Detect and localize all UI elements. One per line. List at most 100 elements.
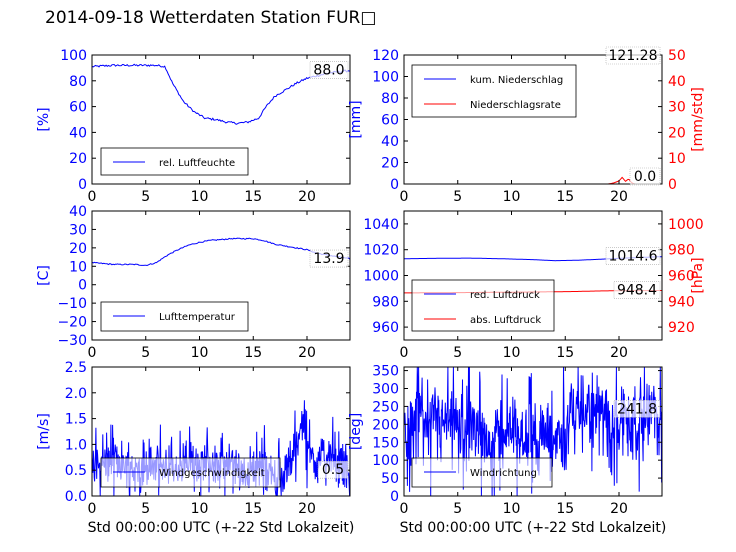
y-axis-label: [C] bbox=[36, 265, 52, 286]
legend-label: kum. Niederschlag bbox=[470, 75, 563, 86]
y2-axis-label: [mm/std] bbox=[690, 87, 706, 152]
y-tick-label: 100 bbox=[372, 453, 399, 469]
legend: Lufttemperatur bbox=[100, 301, 249, 332]
y-tick-label: 960 bbox=[372, 320, 399, 336]
series-line-windspeed-0 bbox=[92, 400, 350, 496]
legend: red. Luftdruck abs. Luftdruck bbox=[411, 279, 555, 332]
plot-frame bbox=[403, 366, 663, 497]
legend-label: abs. Luftdruck bbox=[470, 315, 541, 326]
x-axis-label: Std 00:00:00 UTC (+-22 Std Lokalzeit) bbox=[88, 520, 355, 536]
x-tick-label: 15 bbox=[556, 501, 574, 517]
x-tick-label: 10 bbox=[503, 501, 521, 517]
x-tick-label: 0 bbox=[400, 501, 409, 517]
y-tick-label: −30 bbox=[57, 333, 87, 349]
x-tick-label: 15 bbox=[556, 189, 574, 205]
y-tick-label: 1020 bbox=[363, 243, 399, 259]
plot-frame bbox=[91, 366, 351, 497]
y-tick-label: −20 bbox=[57, 315, 87, 331]
current-value-label: 0.5 bbox=[322, 462, 344, 478]
x-tick-label: 10 bbox=[503, 189, 521, 205]
x-tick-label: 10 bbox=[191, 189, 209, 205]
x-tick-label: 20 bbox=[298, 189, 316, 205]
panel-precip: 0 5 10 15 20 0 20 40 60 80 100 120 0 10 20 30 40 50 [mm] [m… bbox=[348, 46, 706, 205]
x-tick-label: 15 bbox=[244, 189, 262, 205]
y-tick-label: 2.0 bbox=[65, 386, 87, 402]
y-tick-label: 150 bbox=[372, 435, 399, 451]
x-tick-label: 15 bbox=[244, 501, 262, 517]
x-tick-label: 20 bbox=[298, 501, 316, 517]
y-tick-label: 100 bbox=[372, 70, 399, 86]
x-tick-label: 5 bbox=[453, 501, 462, 517]
y-tick-label: 100 bbox=[60, 48, 87, 64]
y-tick-label: 80 bbox=[381, 91, 399, 107]
plot-frame bbox=[91, 210, 351, 341]
y-tick-label: 20 bbox=[381, 156, 399, 172]
y2-tick-label: 50 bbox=[668, 48, 686, 64]
y-tick-label: 350 bbox=[372, 364, 399, 380]
y-tick-label: 50 bbox=[381, 471, 399, 487]
x-tick-label: 15 bbox=[244, 345, 262, 361]
y-tick-label: 1000 bbox=[363, 269, 399, 285]
x-tick-label: 0 bbox=[88, 501, 97, 517]
y2-tick-label: 920 bbox=[668, 320, 695, 336]
series-line-humidity-0 bbox=[92, 63, 350, 125]
y-tick-label: 40 bbox=[69, 125, 87, 141]
x-tick-label: 15 bbox=[556, 345, 574, 361]
y2-tick-label: 940 bbox=[668, 294, 695, 310]
legend-label: red. Luftdruck bbox=[470, 290, 540, 301]
y-tick-label: 60 bbox=[69, 100, 87, 116]
y-tick-label: 40 bbox=[381, 134, 399, 150]
x-tick-label: 5 bbox=[141, 501, 150, 517]
y-tick-label: 0 bbox=[78, 278, 87, 294]
y2-tick-label: 10 bbox=[668, 151, 686, 167]
x-tick-label: 0 bbox=[400, 345, 409, 361]
y-tick-label: 20 bbox=[69, 241, 87, 257]
current-value-label: 241.8 bbox=[617, 401, 657, 417]
x-tick-label: 0 bbox=[88, 345, 97, 361]
y-tick-label: 20 bbox=[69, 151, 87, 167]
legend-label: rel. Luftfeuchte bbox=[159, 158, 235, 169]
x-tick-label: 20 bbox=[610, 189, 628, 205]
x-tick-label: 20 bbox=[610, 345, 628, 361]
legend-label: Niederschlagsrate bbox=[470, 100, 561, 111]
x-tick-label: 5 bbox=[453, 345, 462, 361]
y-tick-label: 1.0 bbox=[65, 437, 87, 453]
y2-tick-label: 40 bbox=[668, 74, 686, 90]
y2-tick-label: 20 bbox=[668, 125, 686, 141]
plot-frame bbox=[91, 54, 351, 185]
x-tick-label: 10 bbox=[503, 345, 521, 361]
x-tick-label: 5 bbox=[141, 189, 150, 205]
legend-label: Lufttemperatur bbox=[159, 312, 236, 323]
y-tick-label: 40 bbox=[69, 204, 87, 220]
y2-tick-label: 1000 bbox=[668, 217, 704, 233]
y-tick-label: 300 bbox=[372, 382, 399, 398]
y-axis-label: [mm] bbox=[348, 100, 364, 138]
y-tick-label: 980 bbox=[372, 294, 399, 310]
y-tick-label: 1040 bbox=[363, 217, 399, 233]
y-tick-label: −10 bbox=[57, 296, 87, 312]
legend: Windrichtung bbox=[411, 457, 553, 488]
panel-pressure: 0 5 10 15 20 960 980 1000 1020 1040 920 940 960 980 10… bbox=[363, 210, 706, 361]
y-tick-label: 80 bbox=[69, 74, 87, 90]
y-tick-label: 120 bbox=[372, 48, 399, 64]
y-axis-label: [deg] bbox=[348, 413, 364, 450]
y-tick-label: 0.5 bbox=[65, 463, 87, 479]
y-tick-label: 10 bbox=[69, 259, 87, 275]
series-line-temp-0 bbox=[92, 237, 350, 267]
panel-temp: 0 5 10 15 20 −30 −20 −10 0 10 20 30 40 [C] Lufttempera… bbox=[36, 204, 351, 361]
x-tick-label: 0 bbox=[400, 189, 409, 205]
legend: kum. Niederschlag Niederschlagsrate bbox=[411, 64, 577, 118]
current-value-label: 121.28 bbox=[609, 48, 658, 64]
current-value-label: 0.0 bbox=[634, 169, 656, 185]
current-value-label: 88.0 bbox=[313, 62, 344, 78]
y-tick-label: 0 bbox=[390, 177, 399, 193]
figure-title: 2014-09-18 Wetterdaten Station FUR□ bbox=[45, 8, 377, 28]
y2-tick-label: 980 bbox=[668, 243, 695, 259]
legend: rel. Luftfeuchte bbox=[100, 147, 249, 176]
y-tick-label: 1.5 bbox=[65, 412, 87, 428]
y2-axis-label: [hPa] bbox=[690, 257, 706, 293]
y-tick-label: 0 bbox=[78, 177, 87, 193]
current-value-label: 948.4 bbox=[617, 282, 657, 298]
y2-tick-label: 0 bbox=[668, 177, 677, 193]
